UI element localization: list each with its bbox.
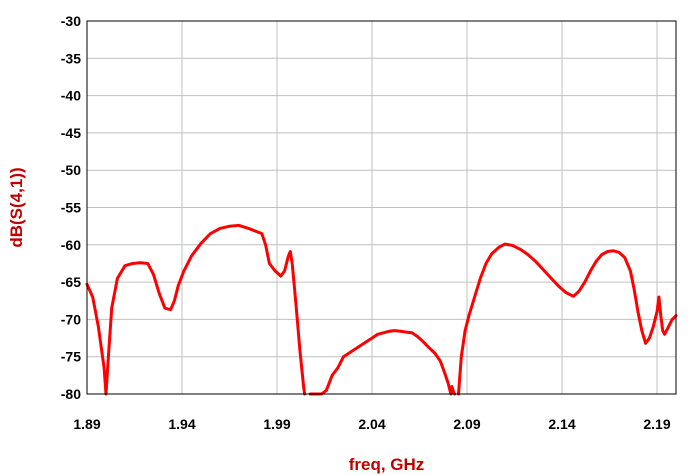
- series-traces: [85, 223, 678, 396]
- x-tick-label: 1.89: [73, 416, 100, 432]
- plot-frame: [86, 20, 677, 395]
- series-line-1: [85, 223, 307, 396]
- y-tick-label: -40: [61, 88, 81, 104]
- y-tick-label: -50: [61, 162, 81, 178]
- y-tick-label: -75: [61, 349, 81, 365]
- grid: [86, 20, 676, 395]
- series-line-3: [457, 242, 678, 396]
- y-tick-label: -60: [61, 237, 81, 253]
- y-axis-label: dB(S(4,1)): [7, 167, 26, 247]
- x-tick-label: 2.04: [358, 416, 385, 432]
- x-tick-label: 2.14: [548, 416, 575, 432]
- x-tick-label: 2.09: [453, 416, 480, 432]
- x-axis-label: freq, GHz: [349, 455, 425, 474]
- x-tick-label: 1.99: [263, 416, 290, 432]
- y-tick-label: -45: [61, 125, 81, 141]
- y-tick-label: -70: [61, 311, 81, 327]
- series-line-2: [308, 329, 457, 396]
- y-tick-label: -80: [61, 386, 81, 402]
- y-tick-label: -65: [61, 274, 81, 290]
- y-tick-labels: -30 -35 -40 -45 -50 -55 -60 -65 -70 -75 -80: [61, 13, 81, 402]
- y-tick-label: -30: [61, 13, 81, 29]
- x-tick-labels: 1.89 1.94 1.99 2.04 2.09 2.14 2.19: [73, 416, 670, 432]
- x-tick-label: 2.19: [643, 416, 670, 432]
- y-tick-label: -35: [61, 50, 81, 66]
- y-tick-label: -55: [61, 200, 81, 216]
- x-tick-label: 1.94: [168, 416, 195, 432]
